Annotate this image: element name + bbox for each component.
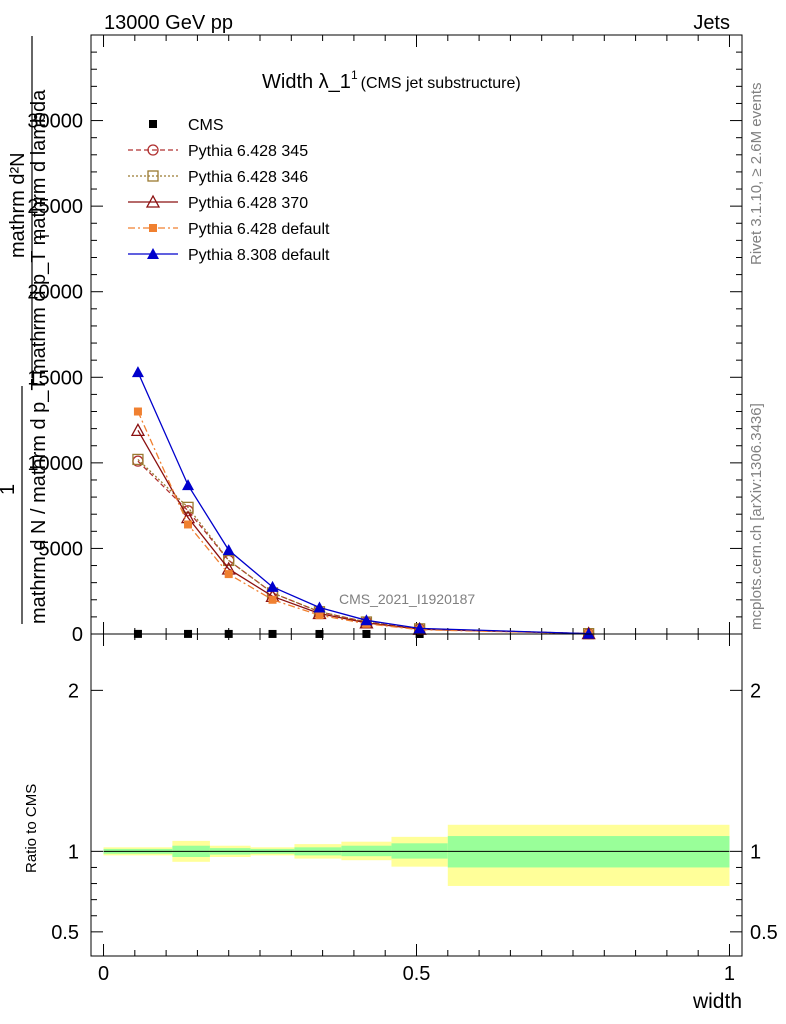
- legend-marker: [147, 170, 159, 182]
- legend-entry: Pythia 6.428 345: [128, 143, 308, 160]
- x-tick-label: 0.5: [403, 963, 431, 985]
- x-axis-label: width: [692, 990, 742, 1013]
- main-x-ticks: [103, 35, 730, 634]
- data-point: [315, 611, 324, 620]
- legend-entry: Pythia 8.308 default: [128, 247, 330, 264]
- y-label-prefix-num: 1: [0, 484, 19, 495]
- legend-label: Pythia 8.308 default: [188, 247, 330, 264]
- mcplots-label: mcplots.cern.ch [arXiv:1306.3436]: [748, 403, 765, 630]
- y-tick-label: 30000: [27, 111, 83, 133]
- data-point: [268, 595, 277, 604]
- data-point: [223, 554, 235, 567]
- series-line: [137, 371, 589, 635]
- legend-label: CMS: [188, 117, 224, 134]
- data-point: [131, 366, 144, 378]
- rivet-label: Rivet 3.1.10, ≥ 2.6M events: [748, 83, 765, 266]
- data-point: [266, 580, 279, 592]
- x-tick-label: 1: [724, 963, 735, 985]
- energy-label: 13000 GeV pp: [104, 12, 233, 34]
- legend-marker: [149, 224, 157, 232]
- series-pythia-6-428-346: [132, 453, 595, 640]
- ratio-y-label: Ratio to CMS: [23, 784, 40, 873]
- data-point: [182, 479, 195, 491]
- legend-label: Pythia 6.428 345: [188, 143, 308, 160]
- legend-entry: CMS: [149, 117, 224, 134]
- legend-label: Pythia 6.428 346: [188, 169, 308, 186]
- y-tick-label: 25000: [27, 196, 83, 218]
- legend-marker: [145, 194, 161, 208]
- legend-marker: [149, 120, 157, 128]
- data-point: [130, 422, 146, 436]
- data-point: [224, 570, 233, 579]
- ratio-y-tick-label: 1: [68, 841, 79, 863]
- main-y-axis-label: mathrm d²N mathrm d p_T mathrm d lambda …: [0, 36, 52, 624]
- data-point: [184, 520, 193, 529]
- series-line: [137, 460, 589, 635]
- main-plot-panel: 0 5000 10000 15000 20000 25000 30000 Width λ_1…: [0, 34, 743, 646]
- series-line: [137, 411, 589, 635]
- plot-subtitle: (CMS jet substructure): [361, 75, 521, 92]
- analysis-watermark: CMS_2021_I1920187: [339, 591, 475, 607]
- series-pythia-6-428-345: [132, 455, 595, 640]
- data-point: [222, 544, 235, 556]
- ratio-y-axis: 0.5 0.5 1 1 2 2: [51, 680, 778, 944]
- y-tick-label: 0: [72, 624, 83, 646]
- y-label-denominator-sub: T: [37, 232, 52, 240]
- main-y-axis: 0 5000 10000 15000 20000 25000 30000: [27, 34, 742, 646]
- data-point: [413, 622, 426, 634]
- series-line: [137, 458, 589, 635]
- ratio-y-tick-label-right: 2: [750, 680, 761, 702]
- legend-entry: Pythia 6.428 346: [128, 169, 308, 186]
- series-pythia-8-308-default: [131, 366, 595, 639]
- data-point: [360, 614, 373, 626]
- data-point: [132, 453, 144, 466]
- x-tick-label: 0: [98, 963, 109, 985]
- legend-label: Pythia 6.428 default: [188, 221, 330, 238]
- ratio-y-tick-label: 2: [68, 680, 79, 702]
- y-tick-label: 20000: [27, 282, 83, 304]
- data-point: [313, 601, 326, 613]
- plot-title: Width λ_11 (CMS jet substructure): [262, 68, 521, 93]
- y-label-prefix-den: mathrm d N / mathrm d p_T: [28, 378, 50, 624]
- legend-marker: [147, 248, 159, 259]
- y-label-numerator: mathrm d²N: [7, 152, 29, 258]
- ratio-y-tick-label-right: 0.5: [750, 922, 778, 944]
- legend-entry: Pythia 6.428 default: [128, 221, 330, 238]
- plot-title-sup: 1: [351, 68, 358, 82]
- legend-entry: Pythia 6.428 370: [128, 194, 308, 212]
- category-label: Jets: [693, 12, 730, 34]
- y-tick-label: 10000: [27, 453, 83, 475]
- y-label-denominator: mathrm d p_T mathrm d lambda: [28, 89, 50, 375]
- y-tick-label: 15000: [27, 367, 83, 389]
- ratio-plot-frame: [90, 633, 743, 957]
- y-tick-label: 5000: [39, 538, 84, 560]
- ratio-y-tick-label: 0.5: [51, 922, 79, 944]
- legend-marker: [147, 144, 159, 156]
- ratio-plot-panel: 0.5 0.51 12 2 0 0.5 1 Ratio to CMS width: [23, 633, 778, 1013]
- data-point: [133, 407, 142, 416]
- legend: CMS Pythia 6.428 345 Pythia 6.428 346 Pythi…: [128, 117, 330, 264]
- ratio-x-axis: 0 0.5 1: [98, 634, 735, 985]
- legend-label: Pythia 6.428 370: [188, 195, 308, 212]
- ratio-bands: [103, 824, 730, 886]
- data-point: [582, 627, 595, 639]
- ratio-y-tick-label-right: 1: [750, 841, 761, 863]
